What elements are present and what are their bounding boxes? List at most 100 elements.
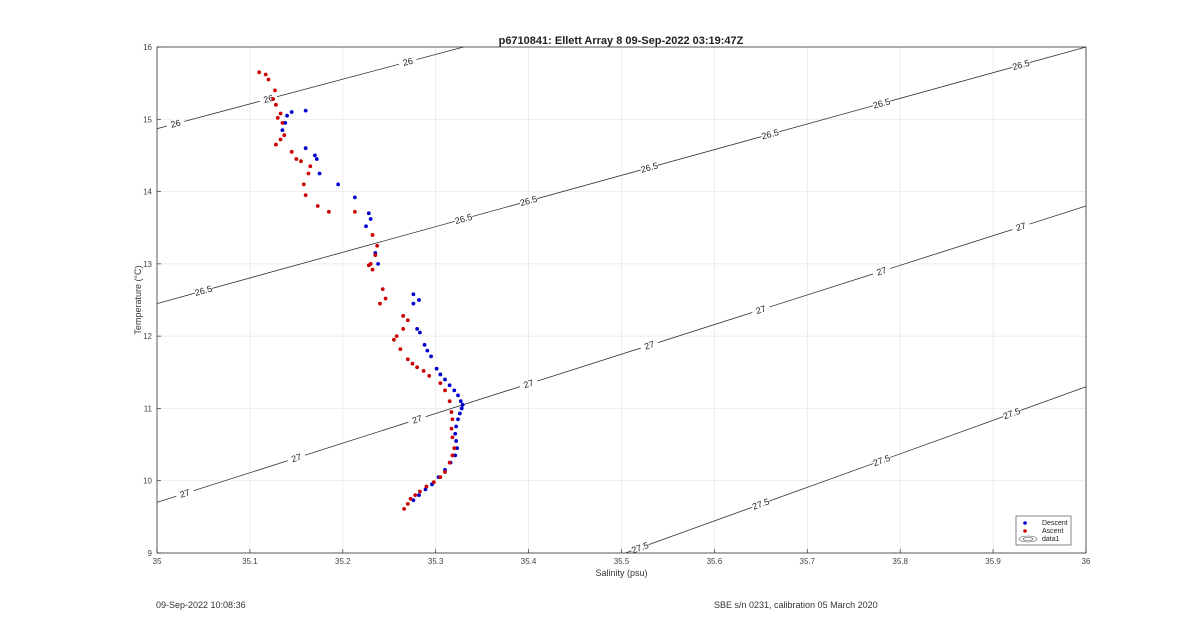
point-ascent: [315, 204, 320, 208]
point-ascent: [378, 301, 382, 306]
contour-label-bg: [871, 263, 892, 279]
contour-label: 27: [411, 413, 424, 426]
point-ascent: [408, 496, 413, 501]
point-ascent: [447, 399, 452, 404]
contour-label-bg: [453, 211, 474, 227]
legend-marker-descent: [1023, 521, 1027, 525]
y-tick-label: 9: [148, 549, 153, 558]
legend-marker-contour: [1018, 535, 1038, 543]
contour-line: [156, 46, 464, 130]
point-descent: [376, 261, 381, 266]
point-ascent: [424, 484, 429, 489]
contour-label: 27.5: [872, 453, 892, 468]
point-descent: [364, 224, 368, 229]
point-descent: [456, 393, 460, 398]
point-ascent: [278, 111, 283, 116]
contour-label-bg: [518, 376, 539, 392]
point-ascent: [427, 374, 432, 378]
point-ascent: [450, 453, 455, 458]
point-descent: [454, 424, 459, 429]
point-descent: [352, 195, 357, 200]
y-tick-label: 16: [143, 43, 152, 52]
point-ascent: [394, 334, 399, 339]
point-ascent: [452, 446, 457, 451]
point-ascent: [257, 70, 262, 75]
y-tick-label: 10: [143, 477, 152, 486]
point-ascent: [438, 475, 443, 479]
x-tick-label: 36: [1082, 557, 1091, 566]
point-descent: [456, 417, 460, 422]
contour-label: 26.5: [640, 160, 660, 174]
legend-label-ascent: Ascent: [1042, 528, 1063, 535]
point-descent: [422, 342, 427, 347]
point-descent: [314, 157, 319, 161]
legend: Descent Ascent data1: [1015, 515, 1072, 546]
point-ascent: [370, 233, 375, 237]
point-ascent: [383, 296, 388, 301]
contour-label-bg: [286, 450, 307, 466]
point-ascent: [280, 121, 285, 125]
contour-label-bg: [639, 160, 660, 175]
point-ascent: [405, 501, 410, 506]
point-ascent: [278, 137, 283, 142]
point-descent: [434, 366, 439, 371]
point-ascent: [266, 77, 271, 82]
point-ascent: [398, 347, 403, 352]
contour-label-bg: [397, 54, 418, 70]
point-ascent: [306, 171, 311, 176]
point-ascent: [449, 410, 454, 414]
point-ascent: [418, 489, 422, 494]
y-axis-label: Temperature (°C): [133, 265, 143, 334]
x-tick-label: 35.3: [428, 557, 444, 566]
x-tick-label: 35.6: [707, 557, 723, 566]
point-ascent: [449, 426, 454, 431]
x-tick-label: 35.7: [800, 557, 816, 566]
point-descent: [438, 372, 443, 377]
point-ascent: [401, 314, 406, 318]
point-ascent: [410, 361, 415, 366]
point-ascent: [294, 157, 299, 161]
contour-label-bg: [165, 116, 186, 131]
contour-label-bg: [518, 193, 539, 209]
density-contours: 26 26 26 26.5 26.5 26.5 26.5 26.5 26.5 26.5 27 27 27…: [156, 46, 1087, 556]
point-descent: [458, 399, 463, 404]
point-descent: [453, 431, 458, 436]
data-points: [257, 70, 465, 511]
contour-label: 26.5: [519, 194, 539, 208]
point-ascent: [274, 102, 278, 107]
y-tick-label: 13: [143, 260, 152, 269]
point-ascent: [303, 193, 308, 198]
contour-label-bg: [750, 302, 771, 318]
point-descent: [317, 171, 322, 176]
point-descent: [460, 402, 465, 407]
chart-title: p6710841: Ellett Array 8 09-Sep-2022 03:…: [499, 35, 744, 47]
point-ascent: [438, 381, 443, 386]
contour-label: 27: [755, 303, 768, 316]
x-tick-label: 35: [153, 557, 162, 566]
contour-label: 27: [290, 452, 303, 465]
point-descent: [454, 439, 459, 443]
point-ascent: [401, 327, 406, 331]
point-descent: [411, 292, 416, 297]
point-ascent: [415, 365, 420, 370]
footer-calibration: SBE s/n 0231, calibration 05 March 2020: [714, 600, 878, 610]
legend-marker-contour-inner: [1022, 537, 1034, 541]
contour-label-bg: [629, 539, 651, 556]
contour-line: [156, 205, 1087, 503]
point-descent: [457, 411, 462, 416]
contour-label-bg: [1001, 405, 1022, 422]
legend-label-data1: data1: [1042, 536, 1060, 543]
point-descent: [429, 354, 433, 359]
grid-lines: [156, 46, 1087, 554]
point-ascent: [271, 97, 276, 101]
point-descent: [443, 377, 447, 382]
point-ascent: [450, 435, 455, 440]
y-tick-label: 12: [143, 332, 152, 341]
x-tick-labels: 35 35.1 35.2 35.3 35.4 35.5 35.6 35.7 35.8 35.9 36: [153, 549, 1091, 566]
point-descent: [303, 146, 308, 151]
point-descent: [447, 383, 452, 388]
x-tick-label: 35.9: [985, 557, 1001, 566]
x-tick-label: 35.1: [242, 557, 258, 566]
point-ascent: [391, 337, 396, 342]
